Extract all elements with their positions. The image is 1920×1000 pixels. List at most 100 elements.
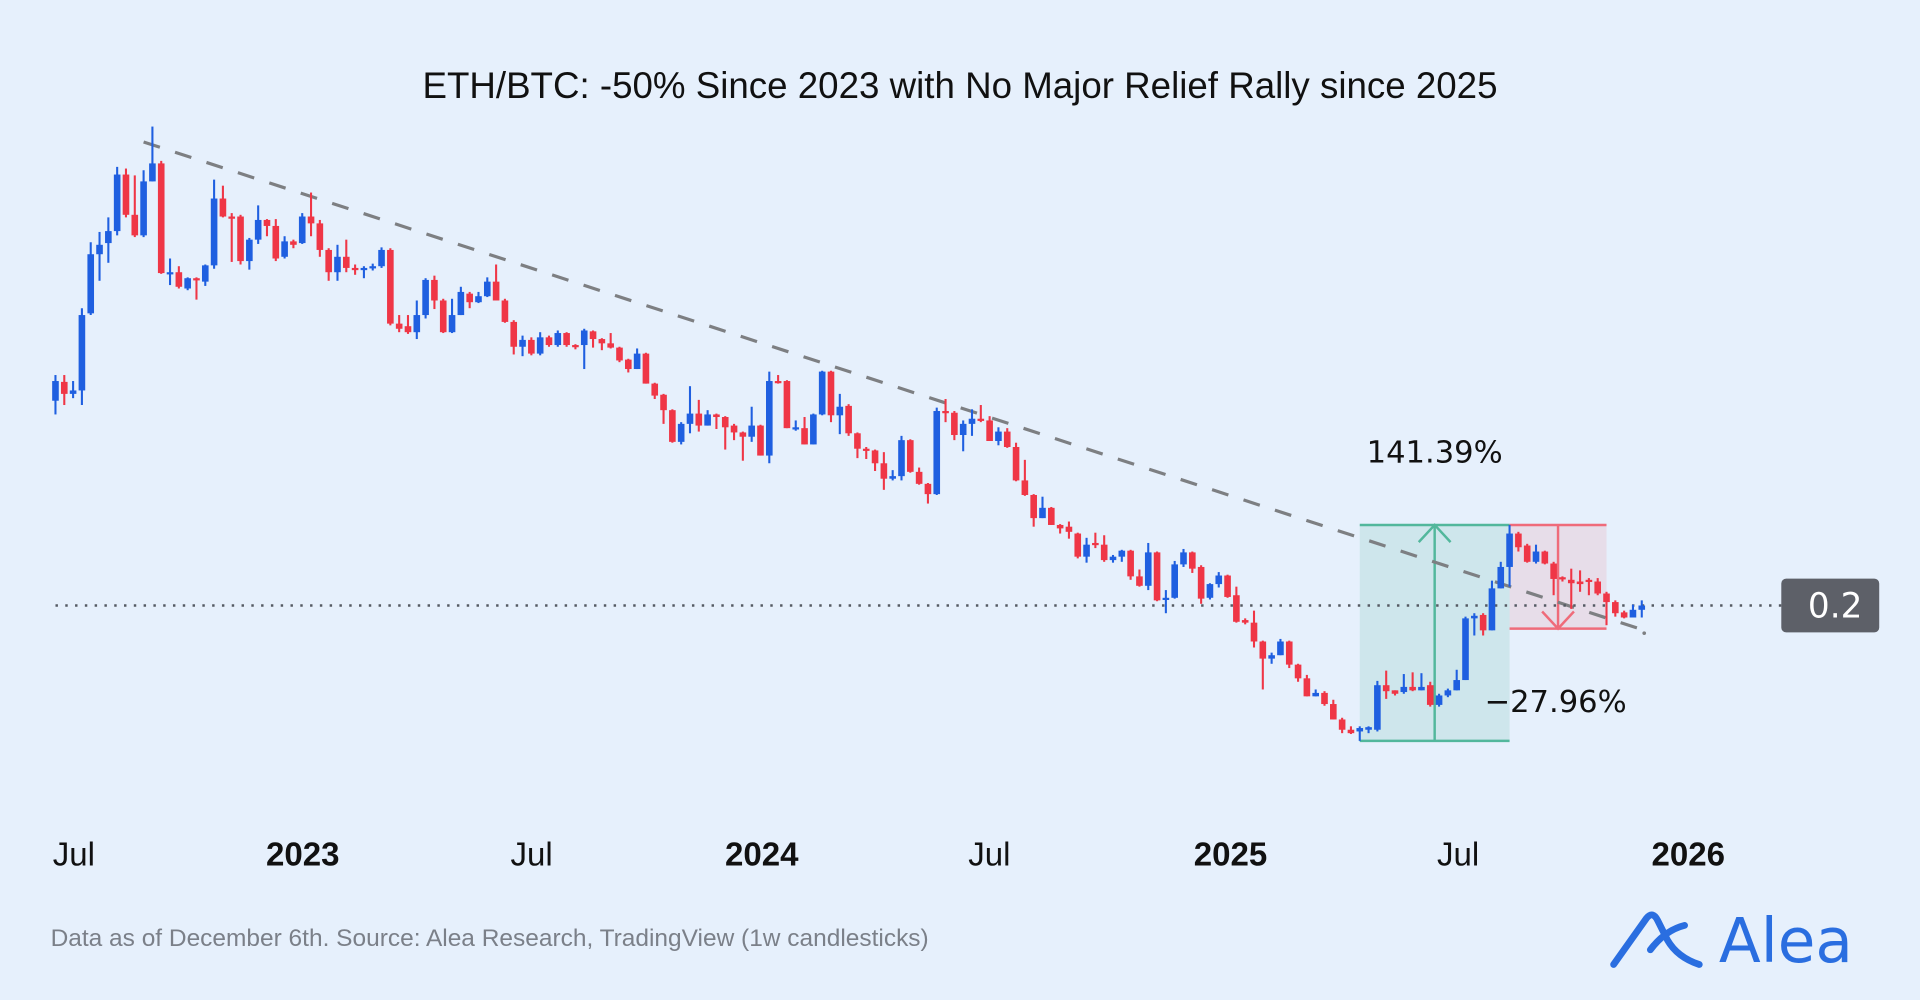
candle — [1021, 459, 1029, 496]
candle — [1233, 586, 1240, 623]
candle-body — [439, 300, 447, 333]
candle-body — [1100, 544, 1108, 561]
candle — [501, 298, 509, 323]
candle — [1074, 532, 1082, 559]
candle — [783, 380, 791, 429]
candle — [316, 219, 324, 257]
candle-body — [1021, 480, 1029, 495]
candle-body — [915, 471, 923, 484]
candle-body — [572, 345, 579, 348]
candle — [589, 330, 597, 348]
candle-body — [1241, 620, 1249, 623]
candle — [360, 266, 368, 279]
candle-body — [616, 347, 623, 361]
candle-body — [1012, 447, 1020, 481]
candle — [951, 411, 958, 441]
candle — [774, 375, 782, 384]
candle-body — [237, 216, 244, 262]
candle — [1215, 572, 1223, 588]
candle — [1620, 610, 1628, 619]
candle-body — [1347, 729, 1355, 734]
candle-body — [369, 266, 377, 269]
candle-body — [1039, 507, 1046, 519]
candle-body — [986, 420, 993, 442]
candle — [1374, 680, 1381, 732]
candle — [431, 275, 438, 310]
candle-body — [995, 431, 1002, 442]
candle — [959, 420, 967, 452]
candle-body — [1206, 584, 1214, 598]
candle — [686, 386, 694, 434]
candle-body — [598, 339, 606, 344]
candle — [1189, 551, 1196, 573]
candle — [995, 427, 1002, 446]
candle-body — [448, 315, 456, 333]
candle — [113, 166, 121, 236]
candle — [1356, 726, 1364, 741]
candle-body — [968, 418, 976, 424]
candle-body — [801, 428, 808, 445]
x-tick-label: Jul — [968, 836, 1010, 873]
candle-body — [1488, 588, 1496, 631]
candle-body — [281, 241, 288, 257]
candle-body — [1515, 533, 1522, 548]
candle-body — [1594, 581, 1602, 594]
candle-body — [431, 279, 438, 301]
candle — [1338, 717, 1346, 734]
x-tick-label: 2026 — [1652, 836, 1725, 873]
candle — [898, 435, 905, 481]
candle-body — [563, 333, 570, 346]
candle — [739, 431, 747, 461]
candle — [1162, 590, 1170, 614]
candle — [1523, 543, 1531, 563]
candle-body — [1118, 550, 1126, 557]
candle-body — [977, 418, 985, 421]
candle — [880, 452, 888, 490]
candle-body — [739, 432, 747, 437]
candle — [1594, 578, 1602, 596]
x-tick-label: Jul — [510, 836, 552, 873]
candle — [105, 217, 112, 263]
candle — [351, 264, 359, 275]
candle — [298, 213, 306, 244]
candle — [810, 413, 817, 445]
candle-body — [686, 413, 694, 424]
candle-body — [1374, 685, 1381, 730]
candle-body — [325, 249, 332, 273]
candle — [1400, 674, 1408, 694]
candle-body — [1197, 566, 1205, 599]
candle-body — [78, 315, 86, 391]
candle-body — [1250, 622, 1258, 642]
candle-body — [1391, 690, 1399, 694]
candle — [87, 242, 95, 316]
candle-body — [1215, 575, 1223, 585]
candle-body — [1224, 575, 1231, 597]
candle-body — [69, 390, 77, 394]
candle — [607, 333, 614, 349]
candle-body — [184, 278, 191, 289]
candle — [1612, 600, 1619, 617]
candle — [633, 348, 641, 370]
candle-body — [510, 321, 518, 347]
candle — [263, 219, 271, 237]
candle — [1083, 537, 1090, 563]
candle-body — [307, 216, 315, 224]
x-tick-label: 2024 — [725, 836, 799, 873]
candle-body — [1092, 542, 1099, 546]
candle-body — [149, 163, 156, 182]
candle — [246, 237, 253, 270]
candle-body — [1444, 690, 1452, 696]
candle — [395, 315, 403, 333]
candle — [624, 358, 632, 373]
candle-body — [774, 381, 782, 384]
candle-body — [1109, 556, 1117, 561]
candle — [1206, 583, 1214, 600]
logo-text: Alea — [1719, 906, 1853, 977]
x-tick-label: Jul — [53, 836, 95, 873]
candle — [475, 291, 482, 304]
candle — [1567, 568, 1575, 609]
candle — [977, 405, 985, 423]
candle — [334, 244, 341, 281]
candle-body — [765, 381, 773, 456]
candle-body — [1189, 552, 1196, 569]
